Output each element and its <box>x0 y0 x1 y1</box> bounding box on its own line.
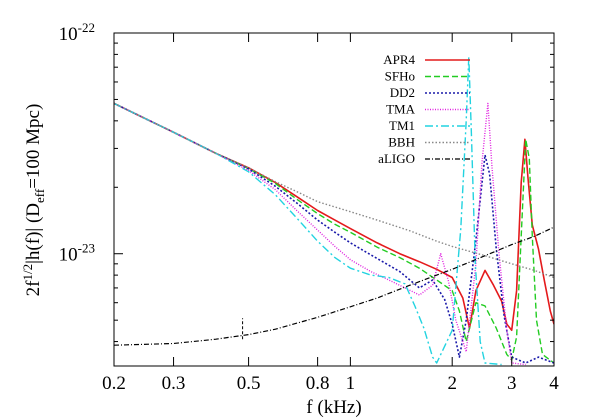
y-axis-label: 2f1/2|h(f)| (Deff=100 Mpc) <box>20 104 47 297</box>
series-line-dd2 <box>114 102 554 364</box>
x-tick-label: 0.8 <box>306 373 330 394</box>
x-tick-label: 4 <box>549 373 559 394</box>
x-tick-label: 0.2 <box>102 373 126 394</box>
x-tick-label: 0.3 <box>162 373 186 394</box>
y-tick-labels: 10-22 10-23 <box>59 20 95 266</box>
y-tick-label: 10-23 <box>59 241 95 266</box>
legend-label: BBH <box>388 135 415 150</box>
plot-area <box>114 56 554 366</box>
y-tick-label: 10-22 <box>59 20 95 45</box>
x-tick-label: 0.5 <box>237 373 261 394</box>
series-line-tma <box>114 102 526 366</box>
x-tick-label: 2 <box>447 373 457 394</box>
legend-label: DD2 <box>390 85 415 100</box>
x-tick-labels: 0.2 0.3 0.5 0.8 1 2 3 4 <box>102 373 559 394</box>
plot-frame <box>113 32 555 367</box>
series-line-sfho <box>114 102 554 364</box>
legend-label: TM1 <box>389 118 415 133</box>
x-tick-label: 1 <box>346 373 356 394</box>
x-tick-label: 3 <box>507 373 517 394</box>
legend-label: APR4 <box>383 52 415 67</box>
axis-ticks <box>113 32 555 366</box>
legend-label: SFHo <box>385 69 415 84</box>
series-line-apr4 <box>114 102 554 332</box>
legend-label: TMA <box>386 102 416 117</box>
series-line-bbh <box>114 102 554 279</box>
series-line-tm1 <box>114 56 502 366</box>
x-axis-label: f (kHz) <box>306 397 361 418</box>
legend-label: aLIGO <box>378 151 415 166</box>
series-line-aligo <box>114 226 554 346</box>
